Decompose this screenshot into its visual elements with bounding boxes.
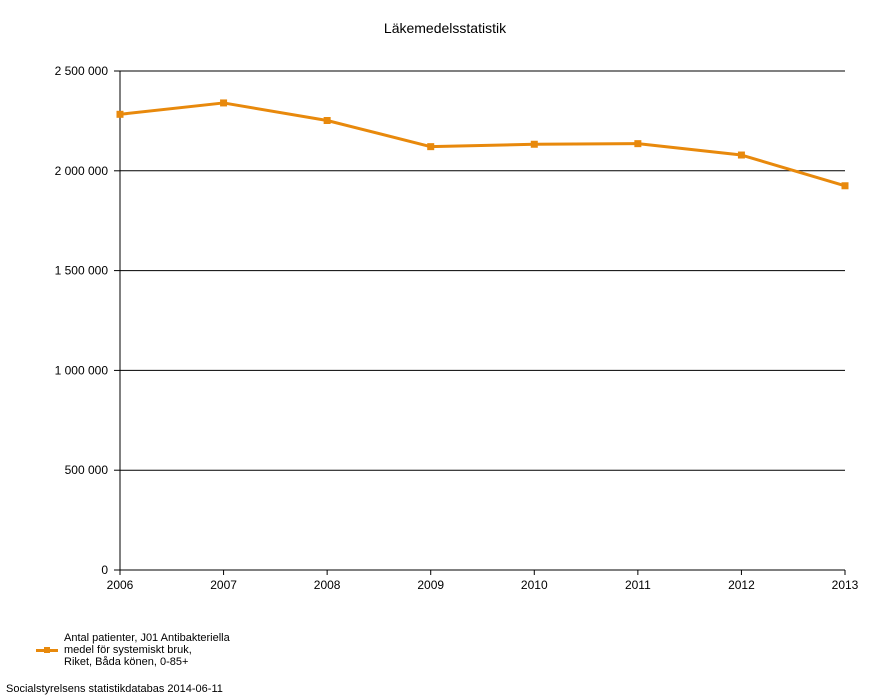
y-tick-label: 0	[101, 563, 108, 577]
legend-swatch	[36, 645, 58, 655]
data-point	[323, 117, 331, 125]
data-point	[530, 140, 538, 148]
data-point	[220, 99, 228, 107]
data-point	[737, 151, 745, 159]
x-tick-label: 2008	[314, 578, 341, 592]
y-tick-label: 1 500 000	[55, 264, 109, 278]
y-tick-label: 2 000 000	[55, 164, 109, 178]
chart-title: Läkemedelsstatistik	[383, 20, 507, 36]
data-point	[634, 140, 642, 148]
source-note: Socialstyrelsens statistikdatabas 2014-0…	[6, 683, 223, 695]
x-tick-label: 2013	[832, 578, 859, 592]
y-tick-label: 500 000	[65, 463, 109, 477]
x-tick-label: 2012	[728, 578, 755, 592]
data-point	[427, 143, 435, 151]
x-tick-label: 2010	[521, 578, 548, 592]
legend: Antal patienter, J01 Antibakteriella med…	[36, 632, 264, 668]
x-tick-label: 2007	[210, 578, 237, 592]
x-tick-label: 2006	[107, 578, 134, 592]
legend-label: Antal patienter, J01 Antibakteriella med…	[64, 632, 230, 668]
y-tick-label: 2 500 000	[55, 64, 109, 78]
x-tick-label: 2011	[625, 578, 651, 592]
series-line	[119, 101, 846, 188]
data-point	[841, 182, 849, 190]
y-tick-label: 1 000 000	[55, 363, 109, 377]
x-tick-label: 2009	[417, 578, 444, 592]
data-point	[116, 110, 124, 118]
